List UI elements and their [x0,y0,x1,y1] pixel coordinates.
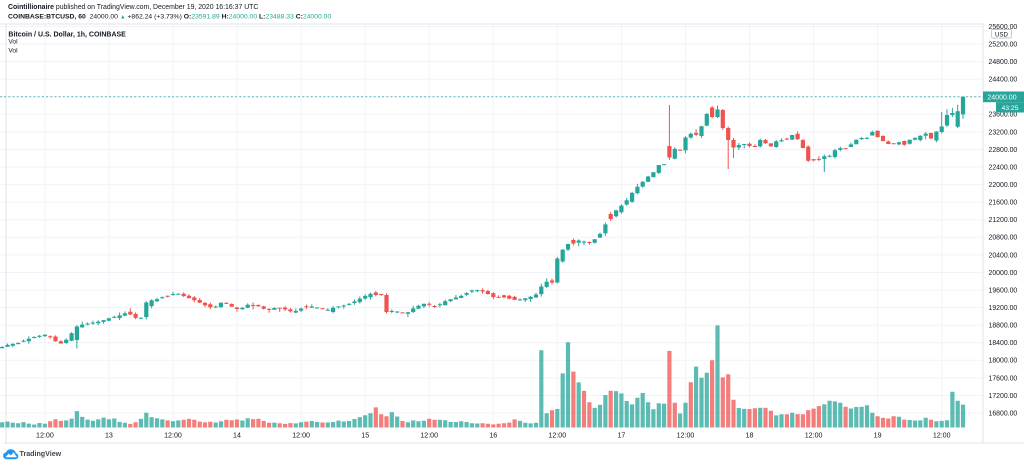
svg-text:21600.00: 21600.00 [989,200,1018,207]
svg-text:24400.00: 24400.00 [989,77,1018,84]
svg-text:17: 17 [617,432,625,440]
svg-text:24000.00: 24000.00 [987,95,1016,102]
svg-text:16: 16 [489,432,497,440]
svg-text:Bitcoin / U.S. Dollar, 1h, COI: Bitcoin / U.S. Dollar, 1h, COINBASE [8,32,126,39]
svg-text:13: 13 [105,432,113,440]
svg-text:18: 18 [746,432,754,440]
svg-text:12:00: 12:00 [933,432,951,440]
svg-text:12:00: 12:00 [36,432,54,440]
svg-text:19: 19 [874,432,882,440]
svg-text:12:00: 12:00 [420,432,438,440]
svg-text:21200.00: 21200.00 [989,217,1018,224]
svg-text:22800.00: 22800.00 [989,147,1018,154]
svg-text:12:00: 12:00 [292,432,310,440]
svg-text:19600.00: 19600.00 [989,287,1018,294]
svg-text:15: 15 [361,432,369,440]
svg-text:Vol: Vol [8,47,18,54]
svg-text:23200.00: 23200.00 [989,129,1018,136]
svg-text:12:00: 12:00 [805,432,823,440]
svg-text:14: 14 [233,432,241,440]
svg-text:16800.00: 16800.00 [989,410,1018,417]
svg-text:USD: USD [995,31,1009,38]
svg-text:25600.00: 25600.00 [989,24,1018,31]
svg-text:25200.00: 25200.00 [989,41,1018,48]
svg-text:18400.00: 18400.00 [989,340,1018,347]
svg-text:12:00: 12:00 [548,432,566,440]
svg-text:12:00: 12:00 [164,432,182,440]
svg-text:18800.00: 18800.00 [989,323,1018,330]
svg-text:18000.00: 18000.00 [989,358,1018,365]
svg-text:24800.00: 24800.00 [989,59,1018,66]
svg-text:Vol: Vol [8,39,18,46]
svg-text:23600.00: 23600.00 [989,112,1018,119]
svg-text:19200.00: 19200.00 [989,305,1018,312]
svg-text:20800.00: 20800.00 [989,235,1018,242]
svg-text:43:25: 43:25 [1001,105,1018,112]
svg-text:20000.00: 20000.00 [989,270,1018,277]
svg-text:17200.00: 17200.00 [989,393,1018,400]
svg-text:TradingView: TradingView [20,450,62,458]
svg-text:Cointillionaire published on T: Cointillionaire published on TradingView… [8,4,258,11]
svg-text:22000.00: 22000.00 [989,182,1018,189]
svg-text:12:00: 12:00 [677,432,695,440]
svg-text:COINBASE:BTCUSD, 60 24000.00: COINBASE:BTCUSD, 60 24000.00 ▲ +862.24 (… [8,13,331,20]
svg-text:22400.00: 22400.00 [989,164,1018,171]
svg-text:17600.00: 17600.00 [989,375,1018,382]
svg-text:20400.00: 20400.00 [989,252,1018,259]
